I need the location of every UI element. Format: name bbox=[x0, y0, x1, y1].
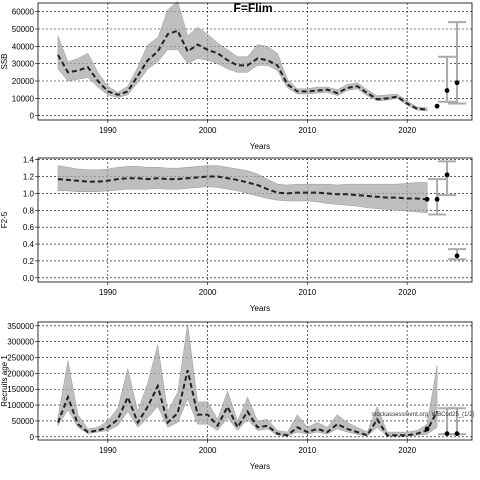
x-tick-label: 1990 bbox=[99, 288, 117, 297]
data-point bbox=[444, 88, 450, 93]
data-point bbox=[454, 253, 460, 259]
y-tick-label: 40000 bbox=[12, 42, 35, 51]
x-axis-title: Years bbox=[250, 304, 270, 313]
y-tick-label: 10000 bbox=[12, 94, 35, 103]
x-axis-title: Years bbox=[250, 462, 270, 471]
x-tick-label: 1990 bbox=[99, 446, 117, 455]
confidence-band bbox=[57, 165, 428, 214]
x-tick-label: 2010 bbox=[298, 446, 316, 455]
data-point bbox=[434, 103, 440, 109]
data-point bbox=[434, 196, 440, 202]
y-axis-title: Recruits age 1 bbox=[0, 355, 9, 407]
data-point bbox=[424, 426, 430, 432]
x-tick-label: 2000 bbox=[199, 126, 217, 135]
y-tick-label: 250000 bbox=[7, 354, 34, 363]
y-tick-label: 0 bbox=[30, 112, 35, 121]
chart-panel-1: 0 10000 20000 30000 40000 50000 60000 1990 2000 2… bbox=[0, 0, 473, 151]
y-tick-label: 0.2 bbox=[23, 257, 35, 266]
plot-frame bbox=[37, 157, 473, 283]
y-tick-label: 150000 bbox=[7, 385, 34, 394]
y-tick-label: 350000 bbox=[7, 322, 34, 331]
x-tick-label: 2000 bbox=[199, 288, 217, 297]
x-tick-label: 1990 bbox=[99, 126, 117, 135]
y-tick-label: 30000 bbox=[12, 60, 35, 69]
data-point bbox=[454, 431, 460, 437]
y-tick-label: 20000 bbox=[12, 77, 35, 86]
plot-frame bbox=[37, 2, 473, 121]
y-tick-label: 1.2 bbox=[23, 173, 35, 182]
x-tick-label: 2010 bbox=[298, 126, 316, 135]
y-axis-title: F2-5 bbox=[0, 211, 9, 228]
x-tick-label: 2020 bbox=[398, 446, 416, 455]
data-point bbox=[454, 80, 460, 86]
x-tick-label: 2020 bbox=[398, 288, 416, 297]
data-point bbox=[444, 172, 450, 178]
y-tick-label: 200000 bbox=[7, 369, 34, 378]
y-tick-label: 0 bbox=[30, 433, 35, 442]
x-tick-label: 2000 bbox=[199, 446, 217, 455]
estimate-line bbox=[57, 369, 438, 437]
annotation-text: stockassessment.org: WBCod25_(1/2) bbox=[372, 412, 475, 418]
estimate-line bbox=[57, 29, 428, 111]
estimate-line bbox=[57, 175, 428, 201]
data-point bbox=[424, 196, 430, 202]
y-tick-label: 60000 bbox=[12, 8, 35, 17]
y-tick-label: 50000 bbox=[12, 25, 35, 34]
confidence-band bbox=[57, 0, 428, 112]
y-tick-label: 1.0 bbox=[23, 189, 35, 198]
data-point bbox=[444, 431, 450, 437]
y-tick-label: 300000 bbox=[7, 338, 34, 347]
chart-panel-2: 0.0 0.2 0.4 0.6 0.8 1.0 1.2 1.4 1990 2000 2010 2020… bbox=[0, 156, 473, 313]
y-tick-label: 0.0 bbox=[23, 274, 35, 283]
plot-frame bbox=[37, 321, 473, 441]
y-tick-label: 0.8 bbox=[23, 206, 35, 215]
y-tick-label: 0.6 bbox=[23, 223, 35, 232]
confidence-band bbox=[57, 324, 438, 437]
y-axis-title: SSB bbox=[0, 53, 9, 69]
chart-panel-3: 0 50000 100000 150000 200000 250000 300000 3500… bbox=[0, 321, 475, 471]
x-tick-label: 2020 bbox=[398, 126, 416, 135]
y-tick-label: 50000 bbox=[12, 417, 35, 426]
x-tick-label: 2010 bbox=[298, 288, 316, 297]
y-tick-label: 1.4 bbox=[23, 156, 35, 165]
y-tick-label: 0.4 bbox=[23, 240, 35, 249]
y-tick-label: 100000 bbox=[7, 401, 34, 410]
x-axis-title: Years bbox=[250, 142, 270, 151]
